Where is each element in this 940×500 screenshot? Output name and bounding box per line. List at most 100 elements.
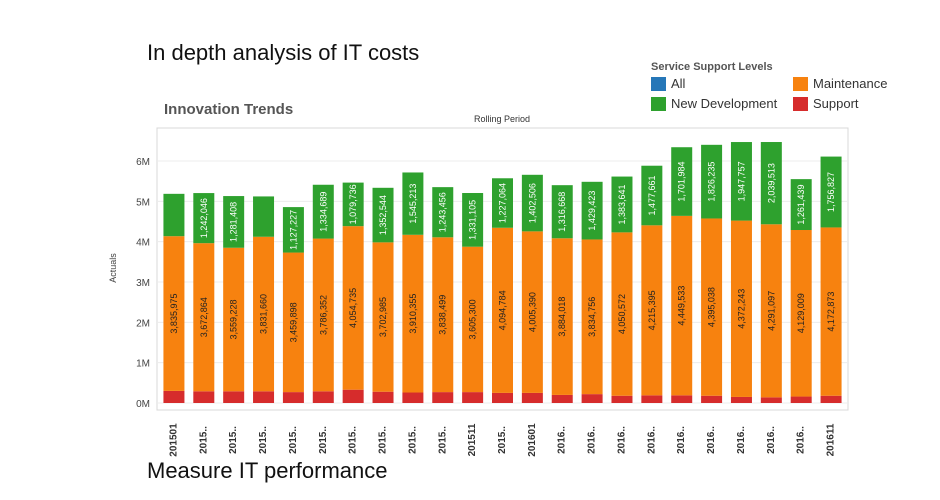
data-label-maintenance: 3,559,228 [229, 300, 239, 340]
data-label-new-development: 1,334,689 [318, 192, 328, 232]
data-label-new-development: 1,079,736 [348, 184, 358, 224]
data-label-new-development: 1,756,827 [826, 172, 836, 212]
data-label-new-development: 1,316,668 [557, 192, 567, 232]
bar-segment-support [820, 395, 842, 403]
bar-segment-new-development [462, 193, 484, 247]
legend-item-all[interactable]: All [651, 76, 685, 91]
data-label-new-development: 1,261,439 [796, 185, 806, 225]
bar-segment-maintenance [163, 236, 185, 391]
data-label-maintenance: 4,449,533 [677, 286, 687, 326]
x-tick-label: 2015.. [348, 426, 359, 454]
bar-segment-maintenance [253, 236, 275, 392]
bar-segment-maintenance [760, 224, 782, 398]
x-tick-label: 2016.. [587, 426, 598, 454]
bar-segment-new-development [701, 144, 723, 219]
x-tick-label: 2015.. [378, 426, 389, 454]
bar-segment-new-development [551, 185, 573, 239]
bar-segment-support [760, 397, 782, 403]
bar-segment-support [701, 395, 723, 403]
data-label-maintenance: 3,459,898 [288, 302, 298, 342]
legend-swatch-support [793, 96, 808, 111]
bar-segment-new-development [581, 181, 603, 240]
data-label-maintenance: 4,215,395 [647, 290, 657, 330]
bar-segment-new-development [820, 156, 842, 228]
bar-segment-maintenance [551, 238, 573, 395]
data-label-maintenance: 3,605,300 [468, 299, 478, 339]
bar-segment-new-development [312, 184, 334, 239]
bar-segment-support [790, 396, 812, 403]
legend-label-new-development: New Development [671, 96, 778, 111]
plot-frame [156, 127, 849, 411]
y-tick-label: 2M [136, 318, 150, 329]
bar-segment-maintenance [223, 247, 245, 392]
bar-segment-maintenance [193, 243, 215, 392]
bar-segment-support [581, 394, 603, 403]
bar-segment-support [462, 392, 484, 403]
bar-segment-new-development [163, 193, 185, 237]
data-label-maintenance: 3,786,352 [318, 295, 328, 335]
data-label-new-development: 1,243,456 [438, 192, 448, 232]
x-tick-label: 2015.. [288, 426, 299, 454]
data-label-new-development: 1,545,213 [408, 184, 418, 224]
bar-segment-support [312, 391, 334, 403]
bar-segment-new-development [671, 147, 693, 216]
x-tick-label: 2016.. [557, 426, 568, 454]
data-label-maintenance: 4,094,784 [498, 290, 508, 330]
legend-title: Service Support Levels [651, 61, 773, 73]
bar-segment-new-development [492, 178, 513, 228]
bar-segment-maintenance [462, 246, 484, 393]
legend-label-maintenance: Maintenance [813, 76, 888, 91]
bar-segment-maintenance [611, 232, 633, 396]
x-tick-label: 2016.. [796, 426, 807, 454]
y-tick-label: 6M [136, 157, 150, 168]
y-tick-label: 3M [136, 278, 150, 289]
legend-swatch-all [651, 76, 666, 91]
bar-segment-maintenance [671, 215, 693, 396]
bar-segment-maintenance [790, 230, 812, 397]
chart-title: Innovation Trends [164, 101, 294, 118]
legend-swatch-new-development [651, 96, 666, 111]
data-label-new-development: 1,701,984 [677, 162, 687, 202]
bar-segment-support [730, 396, 752, 403]
bar-segment-support [402, 392, 424, 403]
bar-segment-maintenance [820, 227, 842, 396]
data-label-maintenance: 4,005,390 [527, 292, 537, 332]
bar-segment-maintenance [701, 218, 723, 396]
bar-segment-maintenance [432, 237, 454, 393]
data-label-maintenance: 3,884,018 [557, 297, 567, 337]
data-label-maintenance: 4,050,572 [617, 294, 627, 334]
bar-segment-support [611, 395, 633, 403]
x-tick-label: 201611 [826, 423, 837, 456]
data-label-new-development: 1,429,423 [587, 191, 597, 231]
data-label-new-development: 1,477,661 [647, 175, 657, 215]
x-tick-label: 2015.. [437, 426, 448, 454]
bar-segment-maintenance [282, 252, 304, 393]
x-tick-label: 201501 [168, 423, 179, 457]
bar-segment-support [342, 389, 364, 403]
legend-item-new-development[interactable]: New Development [651, 96, 777, 111]
x-tick-label: 2015.. [228, 426, 239, 454]
x-tick-label: 2015.. [258, 426, 269, 454]
data-label-new-development: 2,039,513 [766, 163, 776, 203]
bar-segment-support [163, 390, 185, 403]
x-tick-label: 2015.. [318, 426, 329, 454]
data-label-maintenance: 3,910,355 [408, 294, 418, 334]
bar-segment-new-development [282, 207, 304, 253]
bar-segment-maintenance [312, 238, 334, 392]
bar-segment-new-development [521, 174, 543, 232]
data-label-new-development: 1,352,544 [378, 195, 388, 235]
data-label-maintenance: 4,395,038 [707, 287, 717, 327]
x-tick-label: 2015.. [497, 426, 508, 454]
bar-segment-support [253, 391, 275, 403]
data-label-new-development: 1,281,408 [229, 202, 239, 242]
legend-item-support[interactable]: Support [793, 96, 859, 111]
bar-segment-new-development [730, 142, 752, 221]
bar-segment-maintenance [402, 234, 424, 393]
bar-segment-support [282, 392, 304, 403]
legend-item-maintenance[interactable]: Maintenance [793, 76, 887, 91]
bar-segment-maintenance [372, 242, 394, 392]
data-label-new-development: 1,826,235 [707, 162, 717, 202]
bar-segment-maintenance [521, 231, 543, 393]
data-label-maintenance: 3,702,985 [378, 297, 388, 337]
